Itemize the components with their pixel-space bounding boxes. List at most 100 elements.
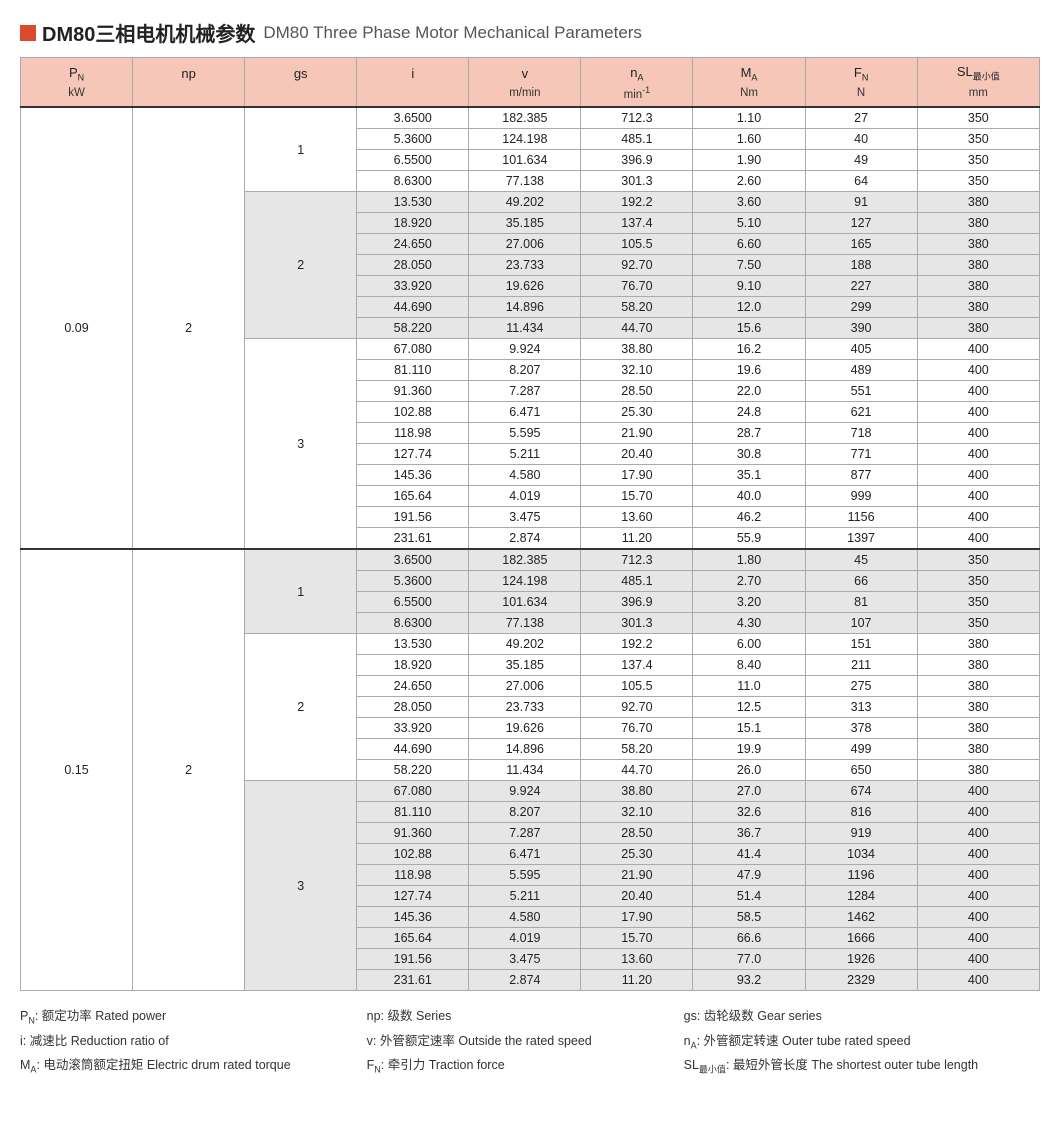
cell-value: 551 [805, 381, 917, 402]
cell-value: 19.626 [469, 718, 581, 739]
cell-value: 231.61 [357, 528, 469, 550]
cell-value: 22.0 [693, 381, 805, 402]
cell-value: 188 [805, 255, 917, 276]
cell-value: 32.10 [581, 802, 693, 823]
cell-value: 11.20 [581, 528, 693, 550]
title-cn: DM80三相电机机械参数 [42, 18, 255, 47]
cell-pn: 0.09 [21, 107, 133, 549]
cell-value: 93.2 [693, 970, 805, 991]
cell-value: 13.530 [357, 634, 469, 655]
cell-value: 650 [805, 760, 917, 781]
cell-value: 396.9 [581, 592, 693, 613]
legend-item: nA: 外管额定转速 Outer tube rated speed [684, 1030, 1040, 1051]
cell-value: 380 [917, 655, 1039, 676]
cell-value: 378 [805, 718, 917, 739]
cell-value: 350 [917, 549, 1039, 571]
col-unit [245, 85, 357, 108]
cell-value: 485.1 [581, 571, 693, 592]
cell-value: 380 [917, 276, 1039, 297]
cell-value: 5.595 [469, 423, 581, 444]
table-row: 0.15213.6500182.385712.31.8045350 [21, 549, 1040, 571]
cell-value: 380 [917, 255, 1039, 276]
cell-value: 20.40 [581, 886, 693, 907]
cell-value: 400 [917, 823, 1039, 844]
col-unit: Nm [693, 85, 805, 108]
cell-value: 4.580 [469, 907, 581, 928]
cell-value: 1.90 [693, 150, 805, 171]
cell-value: 44.70 [581, 760, 693, 781]
cell-value: 674 [805, 781, 917, 802]
cell-value: 18.920 [357, 213, 469, 234]
cell-value: 25.30 [581, 844, 693, 865]
cell-value: 105.5 [581, 234, 693, 255]
cell-value: 2.874 [469, 528, 581, 550]
legend-item: gs: 齿轮级数 Gear series [684, 1005, 1040, 1026]
col-unit [357, 85, 469, 108]
cell-value: 77.0 [693, 949, 805, 970]
cell-value: 11.434 [469, 760, 581, 781]
cell-value: 24.650 [357, 234, 469, 255]
cell-value: 49.202 [469, 192, 581, 213]
col-unit [133, 85, 245, 108]
cell-value: 15.1 [693, 718, 805, 739]
cell-value: 350 [917, 150, 1039, 171]
col-unit: min-1 [581, 85, 693, 108]
cell-value: 227 [805, 276, 917, 297]
cell-value: 231.61 [357, 970, 469, 991]
cell-value: 380 [917, 718, 1039, 739]
cell-value: 47.9 [693, 865, 805, 886]
cell-value: 2.60 [693, 171, 805, 192]
cell-value: 77.138 [469, 613, 581, 634]
cell-value: 13.60 [581, 507, 693, 528]
cell-value: 58.220 [357, 760, 469, 781]
cell-value: 182.385 [469, 549, 581, 571]
cell-value: 390 [805, 318, 917, 339]
legend-item: PN: 额定功率 Rated power [20, 1005, 347, 1026]
cell-value: 400 [917, 507, 1039, 528]
cell-value: 27.006 [469, 234, 581, 255]
cell-value: 165.64 [357, 928, 469, 949]
cell-value: 712.3 [581, 107, 693, 129]
cell-value: 32.10 [581, 360, 693, 381]
cell-value: 145.36 [357, 907, 469, 928]
cell-value: 191.56 [357, 507, 469, 528]
cell-value: 32.6 [693, 802, 805, 823]
cell-value: 400 [917, 928, 1039, 949]
table-body: 0.09213.6500182.385712.31.10273505.36001… [21, 107, 1040, 991]
cell-pn: 0.15 [21, 549, 133, 991]
cell-value: 14.896 [469, 739, 581, 760]
cell-value: 44.690 [357, 739, 469, 760]
cell-value: 44.690 [357, 297, 469, 318]
cell-value: 313 [805, 697, 917, 718]
cell-value: 1.80 [693, 549, 805, 571]
cell-value: 1397 [805, 528, 917, 550]
cell-value: 1926 [805, 949, 917, 970]
cell-value: 1156 [805, 507, 917, 528]
legend-item: MA: 电动滚筒额定扭矩 Electric drum rated torque [20, 1054, 347, 1076]
cell-value: 30.8 [693, 444, 805, 465]
cell-value: 3.6500 [357, 107, 469, 129]
cell-value: 33.920 [357, 718, 469, 739]
cell-value: 51.4 [693, 886, 805, 907]
col-unit: m/min [469, 85, 581, 108]
cell-value: 4.019 [469, 486, 581, 507]
cell-value: 28.50 [581, 381, 693, 402]
cell-value: 400 [917, 970, 1039, 991]
cell-value: 5.211 [469, 886, 581, 907]
cell-value: 299 [805, 297, 917, 318]
cell-value: 21.90 [581, 423, 693, 444]
cell-value: 380 [917, 634, 1039, 655]
cell-value: 77.138 [469, 171, 581, 192]
cell-value: 76.70 [581, 718, 693, 739]
cell-value: 28.50 [581, 823, 693, 844]
cell-value: 301.3 [581, 171, 693, 192]
cell-value: 107 [805, 613, 917, 634]
cell-value: 718 [805, 423, 917, 444]
cell-value: 380 [917, 192, 1039, 213]
cell-value: 380 [917, 676, 1039, 697]
cell-value: 2.70 [693, 571, 805, 592]
cell-value: 301.3 [581, 613, 693, 634]
cell-value: 145.36 [357, 465, 469, 486]
cell-value: 8.6300 [357, 171, 469, 192]
cell-value: 8.6300 [357, 613, 469, 634]
